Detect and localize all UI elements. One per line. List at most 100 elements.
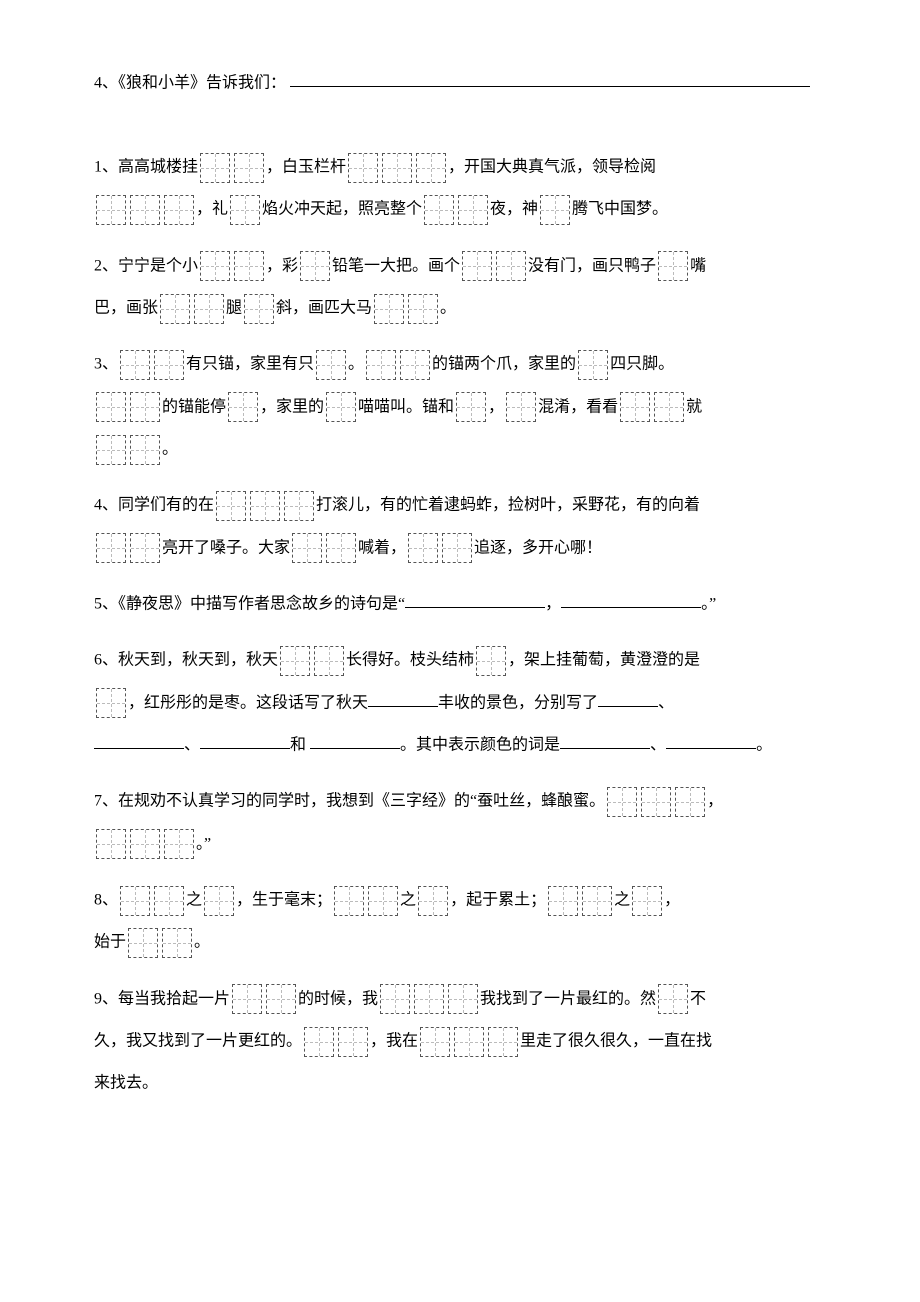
char-box[interactable] xyxy=(228,392,258,422)
char-box[interactable] xyxy=(334,886,364,916)
char-box[interactable] xyxy=(164,829,194,859)
char-box[interactable] xyxy=(658,984,688,1014)
fill-blank[interactable] xyxy=(561,591,701,608)
char-box[interactable] xyxy=(458,195,488,225)
char-box-group[interactable] xyxy=(632,879,662,921)
char-box-group[interactable] xyxy=(506,386,536,428)
char-box-group[interactable] xyxy=(408,527,472,569)
char-box[interactable] xyxy=(582,886,612,916)
char-box[interactable] xyxy=(382,153,412,183)
char-box[interactable] xyxy=(326,392,356,422)
char-box-group[interactable] xyxy=(244,287,274,329)
char-box-group[interactable] xyxy=(348,146,446,188)
char-box[interactable] xyxy=(216,491,246,521)
char-box-group[interactable] xyxy=(456,386,486,428)
char-box[interactable] xyxy=(448,984,478,1014)
char-box[interactable] xyxy=(506,392,536,422)
char-box-group[interactable] xyxy=(96,189,194,231)
char-box-group[interactable] xyxy=(120,879,184,921)
char-box-group[interactable] xyxy=(200,245,264,287)
char-box[interactable] xyxy=(338,1027,368,1057)
char-box[interactable] xyxy=(540,195,570,225)
fill-blank[interactable] xyxy=(666,732,756,749)
char-box-group[interactable] xyxy=(607,781,705,823)
char-box[interactable] xyxy=(284,491,314,521)
char-box[interactable] xyxy=(230,195,260,225)
char-box[interactable] xyxy=(130,533,160,563)
char-box[interactable] xyxy=(120,886,150,916)
char-box[interactable] xyxy=(496,251,526,281)
fill-blank[interactable] xyxy=(405,591,545,608)
char-box[interactable] xyxy=(194,294,224,324)
fill-blank[interactable] xyxy=(310,732,400,749)
char-box-group[interactable] xyxy=(304,1020,368,1062)
char-box[interactable] xyxy=(620,392,650,422)
char-box-group[interactable] xyxy=(96,682,126,724)
char-box[interactable] xyxy=(96,392,126,422)
char-box[interactable] xyxy=(374,294,404,324)
char-box[interactable] xyxy=(658,251,688,281)
char-box[interactable] xyxy=(578,350,608,380)
char-box[interactable] xyxy=(476,646,506,676)
fill-blank[interactable] xyxy=(94,732,184,749)
char-box[interactable] xyxy=(280,646,310,676)
char-box-group[interactable] xyxy=(96,823,194,865)
char-box[interactable] xyxy=(234,251,264,281)
char-box[interactable] xyxy=(130,392,160,422)
char-box-group[interactable] xyxy=(374,287,438,329)
char-box-group[interactable] xyxy=(204,879,234,921)
char-box[interactable] xyxy=(120,350,150,380)
char-box[interactable] xyxy=(654,392,684,422)
char-box[interactable] xyxy=(632,886,662,916)
char-box-group[interactable] xyxy=(96,428,160,470)
char-box-group[interactable] xyxy=(366,344,430,386)
char-box[interactable] xyxy=(96,829,126,859)
char-box-group[interactable] xyxy=(96,527,160,569)
char-box[interactable] xyxy=(130,195,160,225)
char-box[interactable] xyxy=(380,984,410,1014)
char-box[interactable] xyxy=(250,491,280,521)
char-box[interactable] xyxy=(607,787,637,817)
char-box-group[interactable] xyxy=(424,189,488,231)
char-box[interactable] xyxy=(675,787,705,817)
char-box[interactable] xyxy=(200,153,230,183)
char-box-group[interactable] xyxy=(216,485,314,527)
char-box[interactable] xyxy=(200,251,230,281)
char-box[interactable] xyxy=(292,533,322,563)
char-box-group[interactable] xyxy=(540,189,570,231)
char-box-group[interactable] xyxy=(462,245,526,287)
char-box-group[interactable] xyxy=(380,978,478,1020)
char-box[interactable] xyxy=(414,984,444,1014)
question-top-blank[interactable] xyxy=(290,70,810,87)
char-box[interactable] xyxy=(154,350,184,380)
char-box-group[interactable] xyxy=(418,879,448,921)
fill-blank[interactable] xyxy=(200,732,290,749)
char-box-group[interactable] xyxy=(230,189,260,231)
char-box[interactable] xyxy=(204,886,234,916)
char-box[interactable] xyxy=(416,153,446,183)
char-box[interactable] xyxy=(408,294,438,324)
char-box[interactable] xyxy=(244,294,274,324)
char-box[interactable] xyxy=(462,251,492,281)
char-box-group[interactable] xyxy=(200,146,264,188)
char-box[interactable] xyxy=(408,533,438,563)
char-box[interactable] xyxy=(266,984,296,1014)
char-box[interactable] xyxy=(400,350,430,380)
char-box[interactable] xyxy=(366,350,396,380)
char-box[interactable] xyxy=(300,251,330,281)
char-box[interactable] xyxy=(234,153,264,183)
char-box[interactable] xyxy=(96,688,126,718)
char-box-group[interactable] xyxy=(128,922,192,964)
char-box[interactable] xyxy=(348,153,378,183)
char-box[interactable] xyxy=(96,533,126,563)
char-box[interactable] xyxy=(130,829,160,859)
char-box[interactable] xyxy=(368,886,398,916)
char-box[interactable] xyxy=(154,886,184,916)
fill-blank[interactable] xyxy=(368,690,438,707)
char-box-group[interactable] xyxy=(160,287,224,329)
char-box[interactable] xyxy=(326,533,356,563)
char-box-group[interactable] xyxy=(334,879,398,921)
char-box[interactable] xyxy=(418,886,448,916)
char-box-group[interactable] xyxy=(228,386,258,428)
char-box-group[interactable] xyxy=(96,386,160,428)
